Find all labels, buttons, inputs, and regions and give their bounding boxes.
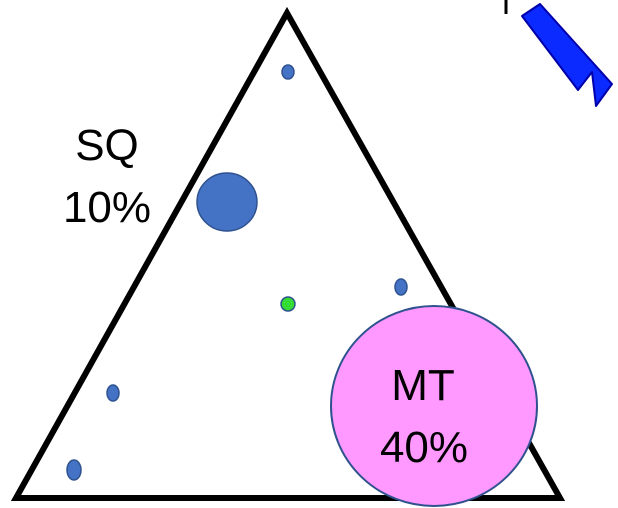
arrow-icon <box>521 3 613 107</box>
data-dot-lower-left <box>106 384 120 402</box>
data-dot-bottom-left <box>66 459 82 481</box>
data-dot-right <box>394 278 408 296</box>
data-dot-green <box>280 296 296 312</box>
sq-percent: 10% <box>62 183 152 232</box>
sq-label: SQ <box>75 121 139 170</box>
data-dot-top <box>281 64 295 80</box>
mt-percent: 40% <box>379 423 469 472</box>
triangle-outline <box>10 6 566 501</box>
data-dot-large <box>196 172 258 232</box>
mt-label: MT <box>391 361 455 410</box>
mt-circle <box>330 305 538 507</box>
